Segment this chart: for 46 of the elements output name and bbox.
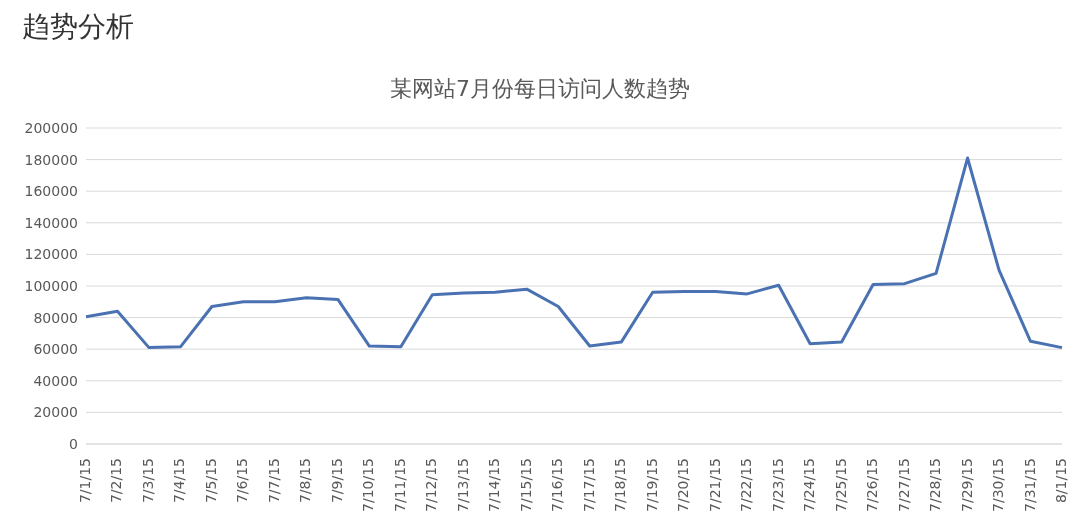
y-tick-label: 100000 xyxy=(24,277,78,294)
y-tick-label: 0 xyxy=(69,435,78,452)
x-tick-label: 7/4/15 xyxy=(171,458,188,504)
x-tick-label: 7/1/15 xyxy=(77,458,93,504)
x-tick-label: 7/18/15 xyxy=(612,458,629,512)
x-tick-label: 7/22/15 xyxy=(738,458,755,512)
x-tick-label: 7/20/15 xyxy=(675,458,692,512)
y-tick-label: 120000 xyxy=(24,246,78,263)
x-tick-label: 7/14/15 xyxy=(486,458,503,512)
x-tick-label: 7/5/15 xyxy=(202,458,219,504)
x-tick-label: 7/10/15 xyxy=(360,458,377,512)
y-tick-label: 20000 xyxy=(33,404,78,421)
y-tick-label: 60000 xyxy=(33,341,78,358)
x-tick-label: 7/11/15 xyxy=(391,458,408,512)
x-tick-label: 7/29/15 xyxy=(958,458,975,512)
y-tick-label: 160000 xyxy=(24,183,78,200)
line-series xyxy=(84,156,1064,350)
x-tick-label: 7/30/15 xyxy=(990,458,1007,512)
x-tick-label: 7/13/15 xyxy=(454,458,471,512)
x-tick-label: 7/19/15 xyxy=(643,458,660,512)
x-tick-label: 7/15/15 xyxy=(517,458,534,512)
y-tick-label: 140000 xyxy=(24,214,78,231)
chart-title: 趋势分析 xyxy=(22,9,134,45)
x-tick-label: 7/7/15 xyxy=(265,458,282,504)
x-tick-label: 7/17/15 xyxy=(580,458,597,512)
x-tick-label: 7/27/15 xyxy=(895,458,912,512)
x-tick-label: 7/16/15 xyxy=(549,458,566,512)
x-tick-label: 7/25/15 xyxy=(832,458,849,512)
x-tick-label: 7/21/15 xyxy=(706,458,723,512)
x-tick-label: 7/23/15 xyxy=(769,458,786,512)
y-tick-label: 200000 xyxy=(24,119,78,136)
x-tick-label: 7/3/15 xyxy=(139,458,156,504)
x-tick-label: 8/1/15 xyxy=(1053,458,1069,504)
x-tick-label: 7/12/15 xyxy=(423,458,440,512)
x-tick-label: 7/24/15 xyxy=(801,458,818,512)
x-tick-label: 7/2/15 xyxy=(108,458,125,504)
x-tick-label: 7/31/15 xyxy=(1021,458,1038,512)
x-tick-label: 7/6/15 xyxy=(234,458,251,504)
y-tick-label: 180000 xyxy=(24,151,78,168)
x-tick-label: 7/28/15 xyxy=(927,458,944,512)
y-tick-label: 40000 xyxy=(33,372,78,389)
y-tick-label: 80000 xyxy=(33,309,78,326)
chart-subtitle: 某网站7月份每日访问人数趋势 xyxy=(389,75,691,103)
x-tick-label: 7/26/15 xyxy=(864,458,881,512)
x-tick-label: 7/9/15 xyxy=(328,458,345,504)
x-tick-label: 7/8/15 xyxy=(297,458,314,504)
